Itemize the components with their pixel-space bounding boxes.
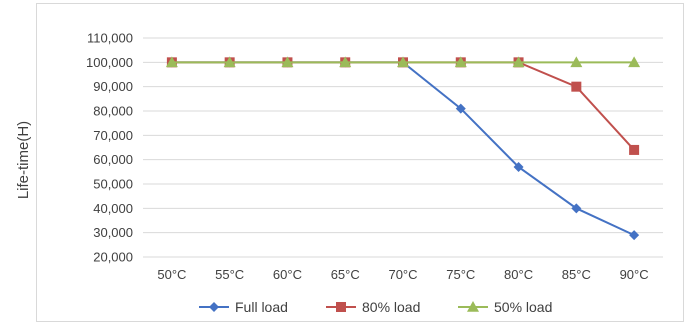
data-point xyxy=(339,56,352,68)
legend-item: 50% load xyxy=(458,299,552,315)
x-tick-label: 60°C xyxy=(273,267,302,282)
data-point xyxy=(571,203,582,214)
legend: Full load 80% load 50% load xyxy=(199,299,552,315)
series-group xyxy=(165,56,641,68)
x-tick-label: 90°C xyxy=(620,267,649,282)
legend-marker xyxy=(209,302,219,312)
chart-frame xyxy=(36,3,684,322)
data-point xyxy=(629,230,640,241)
x-tick-label: 85°C xyxy=(562,267,591,282)
data-point xyxy=(629,144,640,155)
data-point xyxy=(223,56,236,68)
y-tick-label: 50,000 xyxy=(93,177,133,192)
data-point xyxy=(571,81,582,92)
y-tick-label: 30,000 xyxy=(93,225,133,240)
x-tick-label: 65°C xyxy=(331,267,360,282)
legend-label: Full load xyxy=(235,299,288,315)
data-point xyxy=(165,56,178,68)
y-tick-label: 20,000 xyxy=(93,250,133,265)
y-tick-label: 90,000 xyxy=(93,79,133,94)
data-point xyxy=(454,56,467,68)
legend-marker xyxy=(467,301,479,312)
data-point xyxy=(513,161,524,172)
x-axis-ticks: 50°C 55°C 60°C 65°C 70°C 75°C 80°C 85°C 90°C xyxy=(157,267,648,282)
data-point xyxy=(397,56,409,68)
data-point xyxy=(512,56,525,68)
legend-item: Full load xyxy=(199,299,288,315)
y-tick-label: 40,000 xyxy=(93,201,133,216)
data-point xyxy=(570,56,583,68)
y-tick-label: 100,000 xyxy=(86,55,133,70)
x-tick-label: 80°C xyxy=(504,267,533,282)
series xyxy=(165,56,641,241)
y-tick-label: 110,000 xyxy=(87,31,133,46)
data-point xyxy=(281,56,294,68)
y-tick-label: 60,000 xyxy=(93,152,133,167)
data-point xyxy=(455,103,466,114)
x-tick-label: 75°C xyxy=(446,267,475,282)
y-axis-ticks: 20,000 30,000 40,000 50,000 60,000 70,000 80,0… xyxy=(86,31,133,265)
legend-label: 50% load xyxy=(494,299,552,315)
legend-label: 80% load xyxy=(362,299,420,315)
legend-marker xyxy=(336,302,346,312)
y-tick-label: 70,000 xyxy=(93,128,133,143)
x-tick-label: 55°C xyxy=(215,267,244,282)
legend-item: 80% load xyxy=(326,299,420,315)
data-point xyxy=(628,56,641,68)
x-tick-label: 70°C xyxy=(388,267,417,282)
y-axis-label: Life-time(H) xyxy=(15,121,32,199)
y-tick-label: 80,000 xyxy=(93,104,133,119)
x-tick-label: 50°C xyxy=(157,267,186,282)
